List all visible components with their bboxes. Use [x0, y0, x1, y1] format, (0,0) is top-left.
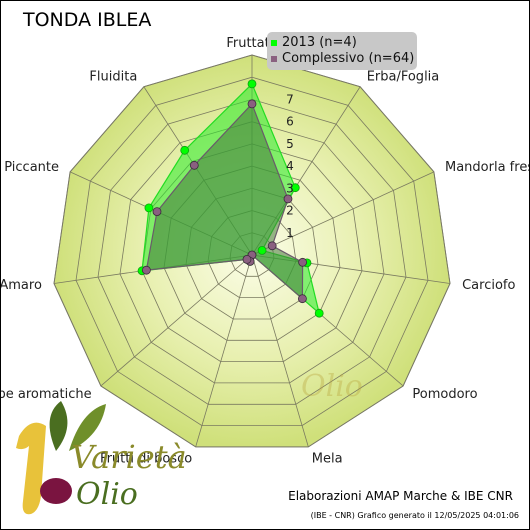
- legend-item-complessivo: Complessivo (n=64): [271, 51, 414, 66]
- logo-olive: [40, 478, 72, 504]
- legend-label-complessivo: Complessivo (n=64): [282, 51, 415, 66]
- grid-spoke: [251, 254, 309, 448]
- data-point-complessivo: [189, 160, 199, 170]
- legend-swatch-complessivo: [271, 55, 277, 62]
- axis-label: Piccante: [4, 160, 59, 175]
- axis-label: Mela: [312, 452, 343, 467]
- data-point-2013: [257, 245, 267, 255]
- tick-label: 6: [286, 115, 294, 129]
- data-point-complessivo: [141, 265, 151, 275]
- grid-spoke: [251, 171, 435, 256]
- data-point-2013: [290, 183, 300, 193]
- data-point-complessivo: [297, 294, 307, 304]
- data-point-complessivo: [242, 254, 252, 264]
- axis-label: Erbe aromatiche: [1, 387, 92, 402]
- logo-numeral-shape: [16, 422, 46, 515]
- axis-label: Fluidita: [89, 70, 137, 85]
- tick-label: 4: [286, 159, 294, 173]
- generated-timestamp: (IBE - CNR) Grafico generato il 12/05/20…: [310, 511, 519, 520]
- axis-label: Pomodoro: [412, 387, 477, 402]
- data-point-complessivo: [152, 207, 162, 217]
- data-point-2013: [144, 203, 154, 213]
- data-point-complessivo: [298, 257, 308, 267]
- axis-label: Fruttato: [226, 36, 277, 51]
- legend: 2013 (n=4) Complessivo (n=64): [267, 32, 417, 70]
- logo-text-varieta: Varietà: [71, 438, 187, 476]
- grid-ring: [53, 54, 451, 448]
- axis-label: Erba/Foglia: [367, 70, 440, 85]
- data-point-2013: [180, 145, 190, 155]
- tick-label: 5: [286, 137, 294, 151]
- grid-ring: [75, 76, 429, 427]
- watermark-text: Olio: [301, 369, 363, 404]
- grid-spoke: [195, 254, 253, 448]
- data-point-2013: [247, 79, 257, 89]
- credit-text: Elaborazioni AMAP Marche & IBE CNR: [288, 489, 513, 503]
- legend-label-2013: 2013 (n=4): [282, 35, 357, 50]
- tick-label: 2: [286, 204, 294, 218]
- axis-label: Amaro: [1, 278, 42, 293]
- logo-leaf-left: [49, 401, 68, 451]
- axis-label: Frutti di bosco: [100, 452, 192, 467]
- logo-leaf-right: [69, 404, 106, 451]
- logo-text-olio: Olio: [76, 477, 138, 512]
- data-point-complessivo: [247, 99, 257, 109]
- legend-swatch-2013: [271, 39, 277, 46]
- data-point-complessivo: [267, 241, 277, 251]
- chart-title: TONDA IBLEA: [23, 9, 152, 31]
- tick-label: 7: [286, 92, 294, 106]
- grid-spoke: [100, 254, 253, 387]
- tick-label: 1: [286, 226, 294, 240]
- legend-item-2013: 2013 (n=4): [271, 35, 357, 50]
- axis-label: Carciofo: [462, 278, 515, 293]
- varieta-olio-logo: Varietà Olio: [16, 401, 187, 515]
- grid-ring: [97, 98, 407, 405]
- tick-label: 3: [286, 181, 294, 195]
- data-point-complessivo: [283, 194, 293, 204]
- axis-label: Mandorla fresca: [445, 160, 529, 175]
- grid-ring: [119, 121, 385, 384]
- data-point-2013: [314, 308, 324, 318]
